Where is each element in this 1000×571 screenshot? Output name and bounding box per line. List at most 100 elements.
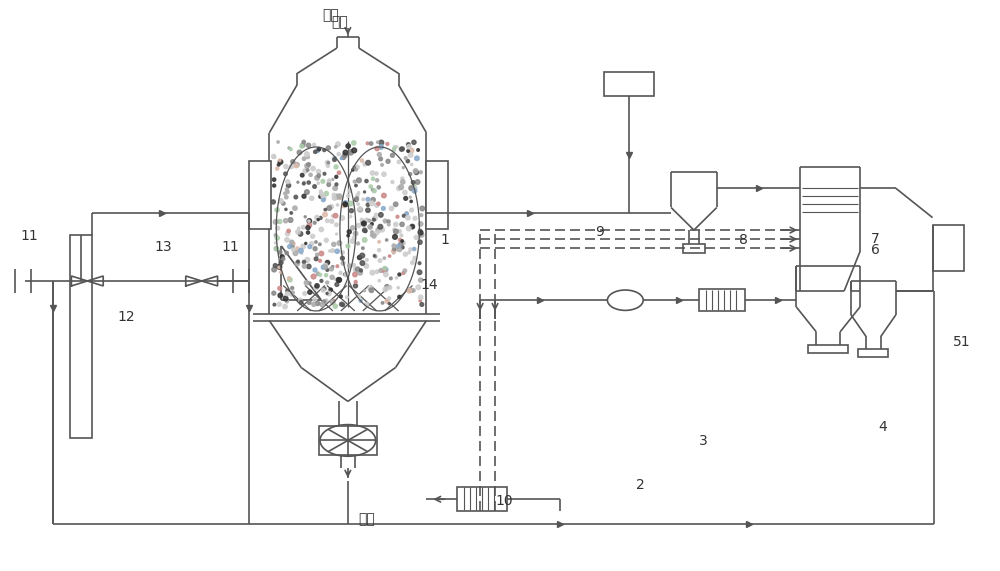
Point bbox=[394, 236, 410, 246]
Point bbox=[402, 245, 418, 254]
Point bbox=[405, 178, 421, 187]
Point bbox=[334, 254, 350, 263]
Point bbox=[359, 216, 375, 225]
Point bbox=[313, 249, 329, 258]
Point bbox=[400, 146, 416, 155]
Point bbox=[360, 139, 376, 148]
Point bbox=[408, 183, 424, 192]
Point bbox=[290, 227, 306, 236]
Point bbox=[401, 286, 417, 295]
Point bbox=[315, 191, 331, 200]
Point bbox=[321, 177, 337, 186]
Point bbox=[364, 231, 380, 240]
Point bbox=[391, 245, 407, 254]
Point bbox=[328, 162, 344, 171]
Point bbox=[364, 268, 380, 278]
Point bbox=[389, 212, 405, 222]
Point bbox=[271, 263, 287, 272]
Point bbox=[301, 262, 317, 271]
Point bbox=[375, 204, 391, 213]
Point bbox=[285, 288, 301, 297]
Point bbox=[320, 143, 336, 152]
Point bbox=[300, 166, 316, 175]
Text: 红焦: 红焦 bbox=[323, 9, 339, 23]
Point bbox=[280, 229, 296, 238]
Text: 14: 14 bbox=[420, 279, 438, 292]
Point bbox=[268, 238, 284, 247]
Point bbox=[348, 229, 364, 238]
Point bbox=[283, 144, 299, 154]
Point bbox=[367, 252, 383, 261]
Point bbox=[340, 142, 356, 151]
Point bbox=[309, 174, 325, 183]
Point bbox=[413, 293, 429, 302]
Point bbox=[395, 163, 411, 172]
Point bbox=[369, 200, 385, 210]
Point bbox=[373, 210, 389, 219]
Point bbox=[297, 166, 313, 175]
Point bbox=[272, 217, 288, 226]
Point bbox=[301, 216, 317, 226]
Point bbox=[365, 185, 381, 194]
Point bbox=[327, 301, 343, 311]
Point bbox=[275, 199, 291, 208]
Point bbox=[387, 232, 403, 242]
Point bbox=[391, 270, 407, 279]
Point bbox=[373, 154, 389, 163]
Point bbox=[357, 226, 373, 235]
Point bbox=[333, 268, 349, 278]
Point bbox=[286, 239, 302, 248]
Point bbox=[328, 211, 344, 220]
Point bbox=[301, 298, 317, 307]
Point bbox=[349, 195, 365, 204]
Point bbox=[285, 245, 301, 254]
Point bbox=[413, 219, 429, 228]
Point bbox=[350, 199, 366, 208]
Point bbox=[340, 191, 356, 200]
Point bbox=[371, 183, 387, 192]
Point bbox=[305, 164, 321, 173]
Point bbox=[335, 153, 351, 162]
Point bbox=[334, 214, 350, 223]
Point bbox=[391, 184, 407, 193]
Point bbox=[275, 254, 291, 263]
Point bbox=[373, 266, 389, 275]
Point bbox=[302, 288, 318, 297]
Point bbox=[268, 231, 284, 240]
Point bbox=[266, 265, 282, 274]
Point bbox=[413, 211, 429, 220]
Point bbox=[340, 242, 356, 251]
Point bbox=[365, 168, 381, 178]
Point bbox=[304, 194, 320, 203]
Point bbox=[370, 199, 386, 208]
Point bbox=[401, 142, 417, 151]
Point bbox=[398, 194, 414, 203]
Point bbox=[329, 280, 345, 289]
Point bbox=[386, 146, 402, 155]
Point bbox=[267, 261, 283, 270]
Point bbox=[313, 276, 329, 286]
Point bbox=[410, 283, 426, 292]
Point bbox=[309, 250, 325, 259]
Point bbox=[313, 214, 329, 223]
Point bbox=[404, 160, 420, 169]
Point bbox=[343, 206, 359, 215]
Point bbox=[295, 223, 311, 232]
Point bbox=[320, 258, 336, 267]
Point bbox=[337, 198, 353, 207]
Point bbox=[378, 265, 394, 274]
Text: 8: 8 bbox=[739, 234, 748, 247]
Point bbox=[404, 258, 420, 267]
Point bbox=[301, 216, 317, 226]
Point bbox=[377, 285, 393, 294]
Point bbox=[285, 157, 301, 166]
Point bbox=[317, 205, 333, 214]
Point bbox=[296, 138, 312, 147]
Point bbox=[306, 272, 322, 281]
Point bbox=[381, 217, 397, 226]
Point bbox=[291, 224, 307, 233]
Point bbox=[278, 205, 294, 214]
Point bbox=[277, 302, 293, 311]
Text: 6: 6 bbox=[871, 243, 880, 258]
Point bbox=[406, 244, 422, 254]
